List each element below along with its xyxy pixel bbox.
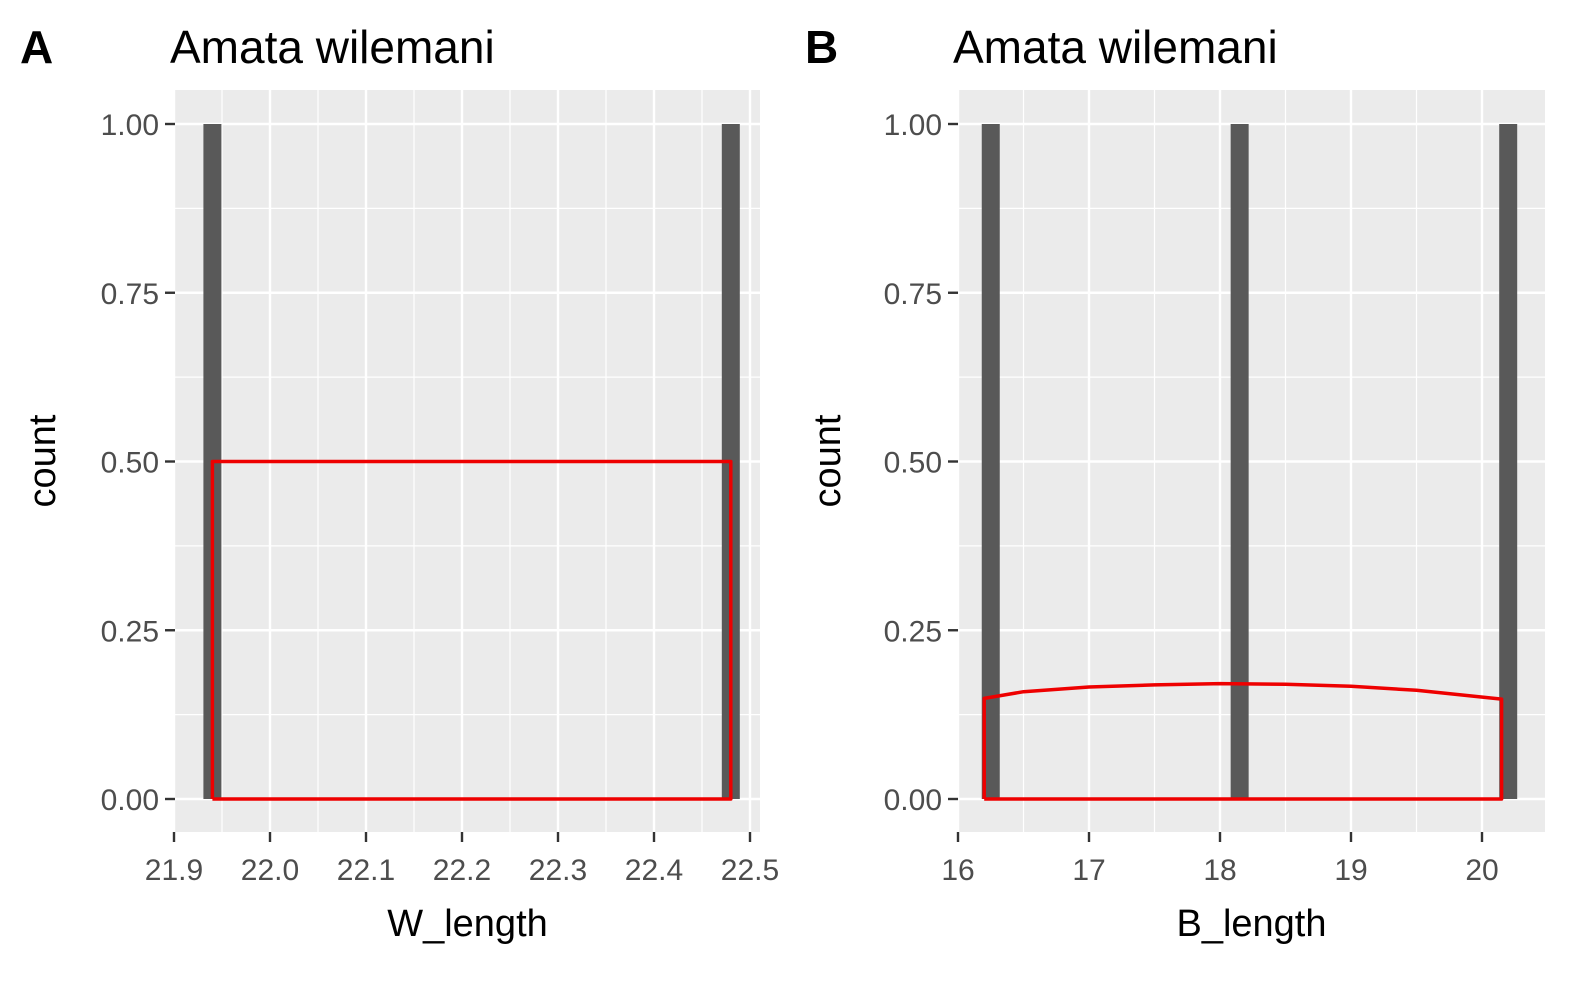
x-tick-label: 19 [1334,854,1367,887]
y-tick-label: 1.00 [101,109,159,142]
x-tick-label: 17 [1072,854,1105,887]
x-tick-label: 16 [941,854,974,887]
panel-title: Amata wilemani [953,21,1278,73]
x-tick-label: 20 [1465,854,1498,887]
y-tick-label: 0.00 [101,784,159,817]
y-tick-label: 0.50 [101,447,159,480]
y-tick-label: 0.50 [884,447,942,480]
y-tick-label: 0.00 [884,784,942,817]
histogram-bar [1230,124,1249,799]
x-tick-label: 22.2 [433,854,491,887]
panel-b: 0.00 0.25 0.50 0.75 1.00 16 17 18 19 20 B_length co… [805,21,1545,945]
panel-a: 0.00 0.25 0.50 0.75 1.00 21.9 22.0 22.1 22.2 22.3… [20,21,779,945]
density-outline [210,459,733,801]
x-tick-label: 22.0 [241,854,299,887]
y-tick-label: 0.75 [884,278,942,311]
panel-tag: A [20,21,53,73]
y-tick-label: 0.25 [101,615,159,648]
histogram-bar [981,124,1000,799]
x-axis-title: W_length [387,903,548,945]
y-tick-label: 0.25 [884,615,942,648]
y-axis-title: count [807,414,849,507]
x-tick-label: 18 [1203,854,1236,887]
y-tick-label: 0.75 [101,278,159,311]
x-tick-label: 22.1 [337,854,395,887]
panel-title: Amata wilemani [170,21,495,73]
x-tick-label: 21.9 [145,854,203,887]
histogram-bar [1499,124,1518,799]
density-outline [982,681,1504,801]
x-axis-title: B_length [1176,903,1326,945]
y-tick-label: 1.00 [884,109,942,142]
x-tick-label: 22.3 [529,854,587,887]
panel-tag: B [805,21,838,73]
x-tick-label: 22.5 [721,854,779,887]
x-tick-label: 22.4 [625,854,683,887]
y-axis-title: count [22,414,64,507]
